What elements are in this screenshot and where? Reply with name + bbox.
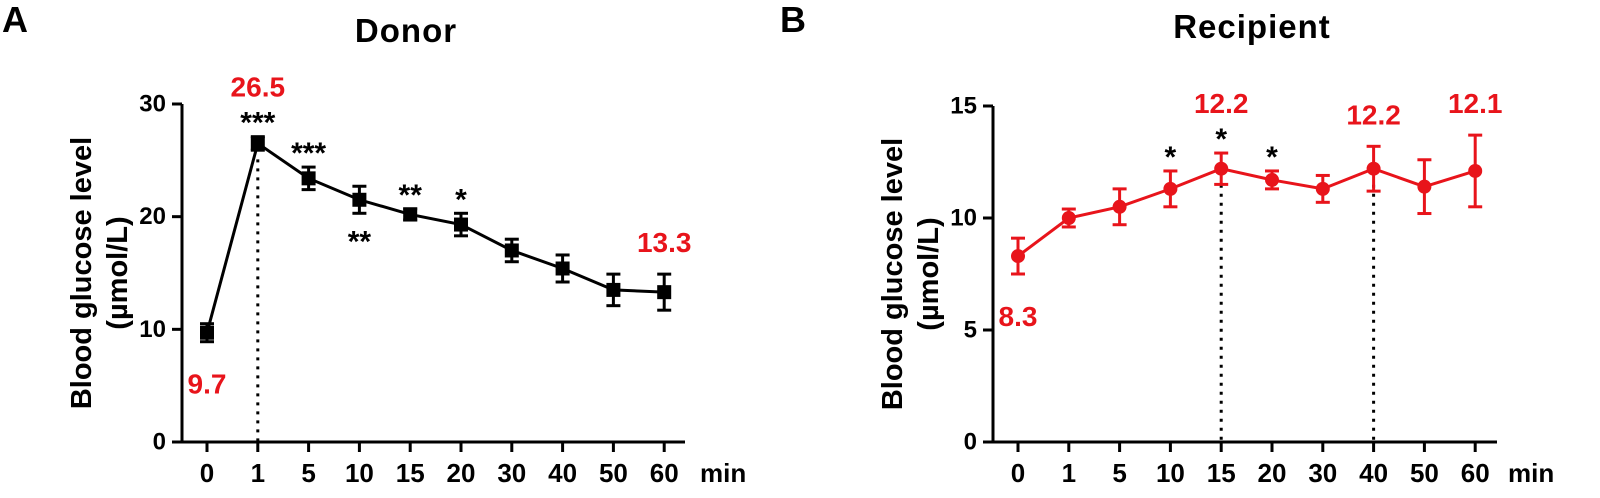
data-point bbox=[454, 217, 468, 232]
data-point bbox=[403, 207, 418, 222]
data-point bbox=[250, 136, 265, 151]
x-tick-label: 15 bbox=[1207, 458, 1236, 488]
value-label: 26.5 bbox=[231, 72, 286, 103]
y-tick-label: 20 bbox=[139, 203, 166, 230]
x-tick-label: 5 bbox=[301, 458, 315, 488]
significance-marker: ** bbox=[399, 179, 423, 212]
data-point bbox=[1265, 172, 1279, 187]
y-axis-label-line1: Blood glucose level bbox=[66, 137, 98, 409]
data-point bbox=[606, 282, 621, 297]
significance-marker: * bbox=[1215, 123, 1227, 156]
data-point bbox=[352, 192, 367, 207]
value-label: 12.2 bbox=[1194, 88, 1249, 119]
data-point bbox=[657, 285, 672, 300]
x-tick-label: 20 bbox=[447, 458, 476, 488]
data-point bbox=[301, 171, 316, 186]
x-tick-label: 50 bbox=[1410, 458, 1439, 488]
data-point bbox=[1315, 181, 1330, 196]
significance-marker: * bbox=[1165, 141, 1177, 174]
x-axis-unit: min bbox=[1508, 458, 1554, 488]
significance-marker: *** bbox=[240, 107, 275, 140]
chart-title: Recipient bbox=[1173, 8, 1331, 45]
x-tick-label: 0 bbox=[200, 458, 214, 488]
panel-letter: B bbox=[780, 0, 806, 40]
y-axis-label-line1: Blood glucose level bbox=[877, 138, 909, 410]
x-tick-label: 30 bbox=[497, 458, 526, 488]
significance-marker: * bbox=[1266, 141, 1278, 174]
value-label: 8.3 bbox=[999, 301, 1038, 332]
y-tick-label: 0 bbox=[964, 429, 977, 456]
data-point bbox=[1112, 199, 1127, 214]
value-label: 12.2 bbox=[1346, 99, 1401, 130]
series-line bbox=[1017, 167, 1476, 258]
y-tick-label: 0 bbox=[153, 429, 166, 456]
significance-marker: ** bbox=[348, 225, 372, 258]
x-tick-label: 50 bbox=[599, 458, 628, 488]
y-tick-label: 10 bbox=[950, 205, 977, 232]
chart-title: Donor bbox=[355, 12, 457, 49]
x-tick-label: 1 bbox=[1062, 458, 1076, 488]
data-point bbox=[555, 261, 570, 276]
data-point bbox=[1011, 249, 1025, 264]
y-tick-label: 15 bbox=[950, 93, 977, 120]
y-axis-label-line2: (µmol/L) bbox=[913, 217, 945, 330]
y-axis-label-line2: (µmol/L) bbox=[102, 216, 134, 329]
data-point bbox=[1366, 161, 1381, 176]
x-tick-label: 60 bbox=[1461, 458, 1490, 488]
data-point bbox=[200, 325, 214, 340]
data-point bbox=[1468, 163, 1483, 178]
data-point bbox=[1417, 179, 1432, 194]
data-point bbox=[1163, 181, 1178, 196]
data-point bbox=[1061, 211, 1076, 225]
x-tick-label: 10 bbox=[345, 458, 374, 488]
value-label: 9.7 bbox=[188, 369, 227, 400]
x-tick-label: 10 bbox=[1156, 458, 1185, 488]
data-point bbox=[504, 243, 519, 258]
x-tick-label: 40 bbox=[1359, 458, 1388, 488]
y-tick-label: 5 bbox=[964, 317, 977, 344]
x-tick-label: 5 bbox=[1112, 458, 1126, 488]
x-tick-label: 0 bbox=[1011, 458, 1025, 488]
x-tick-label: 1 bbox=[251, 458, 265, 488]
value-label: 12.1 bbox=[1448, 88, 1503, 119]
x-tick-label: 60 bbox=[650, 458, 679, 488]
x-tick-label: 15 bbox=[396, 458, 425, 488]
x-tick-label: 30 bbox=[1308, 458, 1337, 488]
x-tick-label: 20 bbox=[1258, 458, 1287, 488]
panel-letter: A bbox=[2, 0, 28, 40]
significance-marker: * bbox=[455, 183, 467, 216]
y-tick-label: 30 bbox=[139, 91, 166, 118]
series-line bbox=[205, 140, 665, 334]
x-axis-unit: min bbox=[700, 458, 746, 488]
data-point bbox=[1214, 161, 1229, 176]
significance-marker: *** bbox=[291, 137, 326, 170]
x-tick-label: 40 bbox=[548, 458, 577, 488]
y-tick-label: 10 bbox=[139, 316, 166, 343]
value-label: 13.3 bbox=[637, 227, 692, 258]
